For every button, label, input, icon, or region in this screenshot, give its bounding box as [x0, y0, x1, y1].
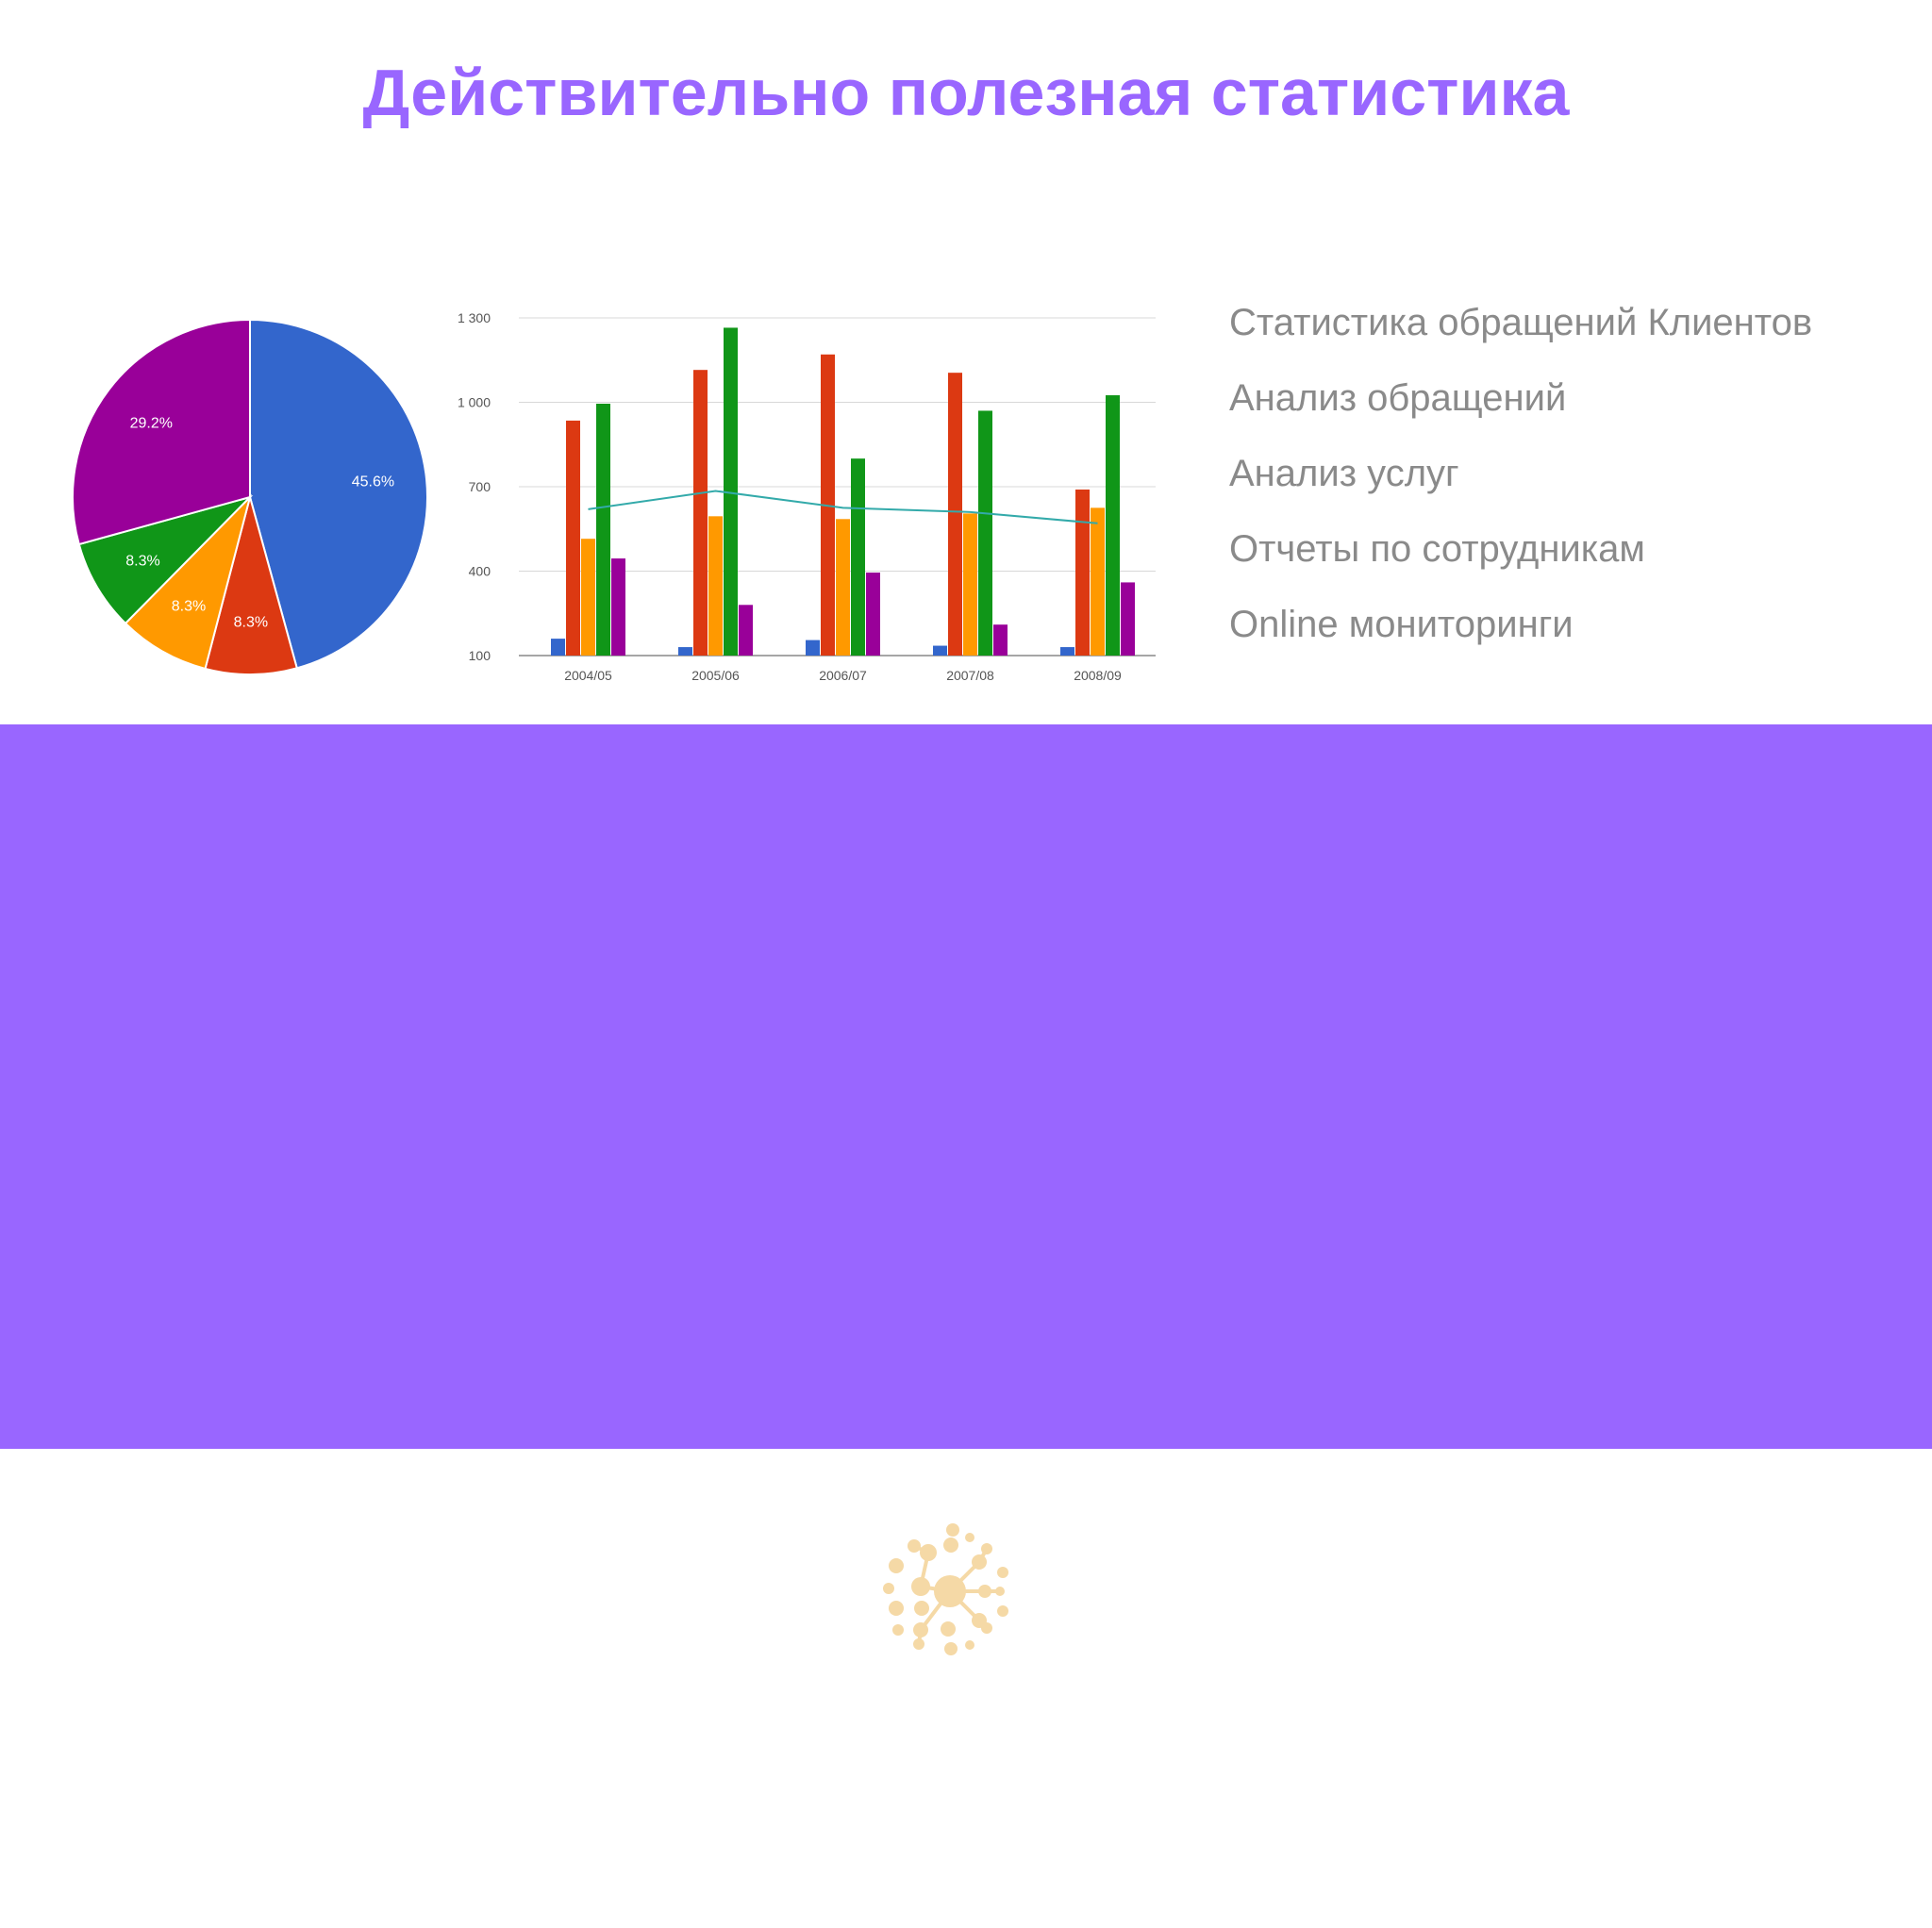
- x-tick-label: 2007/08: [946, 668, 994, 683]
- feature-list: Статистика обращений Клиентов Анализ обр…: [1229, 300, 1812, 677]
- bar: [611, 558, 625, 656]
- pie-slice-label: 8.3%: [234, 615, 268, 631]
- pie-slice: [249, 318, 428, 670]
- y-tick-label: 100: [469, 648, 491, 663]
- bar: [1121, 582, 1135, 656]
- bar: [851, 458, 865, 656]
- bar: [866, 572, 880, 656]
- bar: [566, 420, 580, 656]
- pie-slice-label: 8.3%: [125, 554, 159, 570]
- feature-item: Анализ услуг: [1229, 453, 1459, 494]
- bar-chart-svg: 100 400 700 1 000 1 300 2004/05 2005/06 2006/07…: [458, 310, 1156, 683]
- x-tick-label: 2005/06: [691, 668, 740, 683]
- benefit-item: Будьте в курсе всего, что происходит в В…: [373, 1759, 1559, 1809]
- page-title: Действительно полезная статистика: [362, 56, 1570, 129]
- bar: [678, 647, 692, 656]
- y-tick-label: 700: [469, 479, 491, 494]
- bar: [978, 410, 992, 656]
- line-series: [588, 490, 1098, 524]
- x-tick-label: 2004/05: [564, 668, 612, 683]
- bar: [1075, 489, 1090, 656]
- bar: [739, 605, 753, 656]
- benefit-list: Будьте в курсе всего, что происходит в В…: [0, 1755, 1932, 1928]
- bar-chart: 100 400 700 1 000 1 300 2004/05 2005/06 2006/07…: [453, 297, 1170, 693]
- bar: [708, 516, 723, 656]
- bar: [693, 370, 708, 656]
- bar: [963, 513, 977, 656]
- benefit-item: Отслеживайте интерес клиентов с Вашим ус…: [434, 1817, 1498, 1867]
- feature-item: Online мониторинги: [1229, 604, 1574, 645]
- bar: [806, 640, 820, 656]
- x-tick-label: 2008/09: [1074, 668, 1122, 683]
- y-tick-label: 400: [469, 564, 491, 579]
- feature-item: Анализ обращений: [1229, 377, 1567, 419]
- bar: [1106, 395, 1120, 656]
- pie-slice: [124, 493, 252, 671]
- bar: [1060, 647, 1074, 656]
- pie-slice: [204, 493, 298, 675]
- top-panel: Действительно полезная статистика 45.6% 8…: [0, 0, 1932, 724]
- bar: [581, 539, 595, 656]
- bar: [933, 645, 947, 656]
- bottom-panel: Будьте в курсе всего, что происходит в В…: [0, 724, 1932, 1924]
- pie-slice-label: 29.2%: [130, 415, 173, 431]
- pie-chart-svg: 45.6% 8.3% 8.3% 8.3% 29.2%: [72, 318, 428, 675]
- bar: [836, 519, 850, 656]
- benefit-item: Наглядное изображение в реальном времени: [482, 1874, 1450, 1924]
- bar: [993, 624, 1008, 656]
- bar: [551, 639, 565, 656]
- pie-slice: [77, 495, 254, 625]
- pie-slice-label: 45.6%: [352, 474, 394, 490]
- bar: [596, 403, 610, 656]
- bar: [724, 327, 738, 656]
- pie-chart: 45.6% 8.3% 8.3% 8.3% 29.2%: [57, 307, 453, 703]
- y-tick-label: 1 300: [458, 310, 491, 325]
- pie-slice: [72, 318, 251, 546]
- y-tick-label: 1 000: [458, 395, 491, 410]
- feature-item: Отчеты по сотрудникам: [1229, 528, 1645, 570]
- x-tick-label: 2006/07: [819, 668, 867, 683]
- feature-item: Статистика обращений Клиентов: [1229, 302, 1813, 343]
- network-dots-icon: [870, 1511, 1030, 1671]
- bar: [948, 373, 962, 656]
- bar: [1091, 507, 1105, 656]
- pie-slice-label: 8.3%: [172, 598, 206, 614]
